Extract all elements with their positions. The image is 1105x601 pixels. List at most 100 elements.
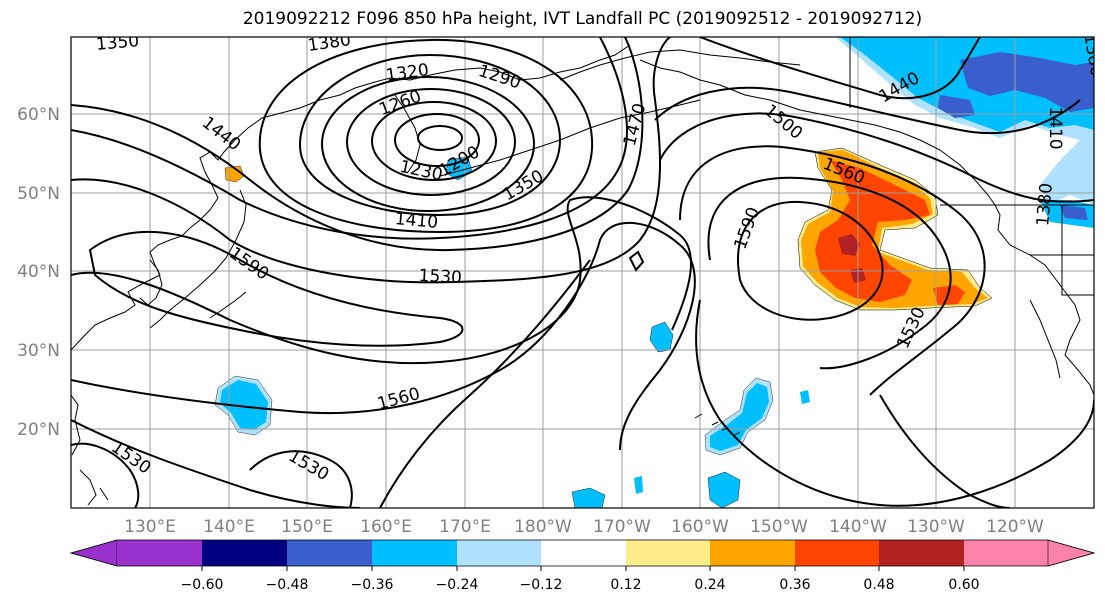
ivt-positive-darkred [838, 234, 860, 256]
colorbar-ticks [201, 566, 965, 571]
contour-label: 1350 [95, 31, 140, 55]
contour-east-1500 [659, 112, 1094, 203]
coastline-alaska-north [559, 49, 801, 81]
border-us-canada [849, 37, 1094, 296]
lon-label: 180°W [514, 517, 572, 537]
contour-1260 [371, 101, 497, 181]
coastline-asia-east [71, 44, 631, 351]
contour-1470 [71, 37, 671, 284]
ivt-canada-negative-dark-2 [938, 95, 975, 118]
colorbar-segment-10-body [964, 540, 1048, 566]
lon-label: 140°E [203, 517, 255, 537]
colorbar-tick-label: −0.60 [181, 577, 224, 593]
contour-1230 [394, 113, 480, 167]
contour-east-1530 [679, 145, 986, 396]
contour-1560 [71, 221, 696, 451]
colorbar-tick-label: 0.60 [948, 577, 979, 593]
colorbar-outline [69, 539, 1096, 567]
colorbar-tick-label: 0.24 [694, 577, 725, 593]
lon-label: 120°W [986, 517, 1044, 537]
lon-label: 140°W [829, 517, 887, 537]
contour-label: 1380 [306, 30, 352, 56]
contour-1320 [321, 76, 535, 212]
colorbar-tick-label: −0.24 [436, 577, 479, 593]
coastline-hawaii [694, 413, 741, 437]
lat-label: 40°N [17, 262, 60, 282]
ivt-canada-negative-dark-3 [1060, 205, 1088, 220]
height-contours [71, 37, 1094, 508]
ivt-neg-patch-7 [800, 390, 810, 404]
longitude-labels: 130°E 140°E 150°E 160°E 170°E 180°W 170°… [124, 517, 1044, 537]
colorbar-segment-10 [1047, 539, 1096, 567]
ivt-neg-patch-8 [634, 476, 643, 494]
lon-label: 170°W [593, 517, 651, 537]
colorbar-tick-label: 0.48 [863, 577, 894, 593]
lon-label: 130°E [124, 517, 176, 537]
contour-east-1560-outer [695, 299, 1094, 507]
colorbar-tick-label: 0.12 [610, 577, 641, 593]
ivt-shading [214, 37, 1094, 508]
lon-label: 160°W [671, 517, 729, 537]
contour-east-1440 [699, 37, 981, 100]
ivt-positive-red-2 [933, 285, 965, 305]
colorbar-segment-3 [372, 540, 457, 566]
colorbar-tick-label: 0.36 [779, 577, 810, 593]
lon-label: 150°E [281, 517, 333, 537]
latitude-labels: 60°N 50°N 40°N 30°N 20°N [17, 105, 60, 440]
coastline-philippines [71, 394, 81, 456]
lon-label: 160°E [360, 517, 412, 537]
contour-1350 [298, 53, 562, 217]
contour-east-1560 [707, 176, 952, 370]
contour-1410 [71, 37, 628, 240]
contour-sw-1530-b [249, 450, 353, 508]
contour-east-1590 [737, 200, 884, 321]
ivt-canada-negative-dark [960, 52, 1094, 112]
colorbar-tick-label: −0.36 [351, 577, 394, 593]
contour-sw-1530 [71, 442, 140, 508]
contour-1380 [258, 38, 594, 234]
contour-label: 1530 [418, 266, 462, 288]
coastline-korea [139, 259, 163, 306]
contour-east-1470 [654, 86, 1081, 135]
contour-label: 1410 [1045, 106, 1065, 149]
lon-label: 150°W [750, 517, 808, 537]
contour-1290 [346, 88, 516, 196]
contour-label: 1380 [1033, 182, 1057, 227]
contour-east-1530-south [879, 394, 1011, 508]
lon-label: 170°E [439, 517, 491, 537]
ivt-neg-patch-3b [710, 383, 769, 451]
contour-1440 [71, 37, 644, 252]
lat-label: 30°N [17, 341, 60, 361]
lat-label: 50°N [17, 184, 60, 204]
ivt-positive-red [815, 160, 930, 302]
coastline-islands-south [79, 469, 109, 506]
contour-1500 [88, 230, 464, 347]
colorbar-segment-2 [287, 540, 372, 566]
colorbar-segment-9 [879, 540, 964, 566]
contour-1200 [417, 125, 463, 151]
coastline-alaska [639, 59, 1094, 396]
colorbar-segment-0 [69, 539, 118, 567]
contour-1530 [71, 196, 692, 365]
contour-closed-small [628, 250, 645, 272]
map-title: 2019092212 F096 850 hPa height, IVT Land… [242, 9, 923, 29]
contour-label: 1410 [394, 209, 439, 233]
colorbar-tick-label: −0.12 [520, 577, 563, 593]
colorbar-segment-6 [626, 540, 710, 566]
contour-1590-a [71, 419, 361, 508]
lon-label: 130°W [907, 517, 965, 537]
colorbar-segment-4 [457, 540, 541, 566]
map-frame [70, 36, 1095, 509]
colorbar-segment-7 [710, 540, 795, 566]
ivt-japan-positive [224, 165, 245, 183]
colorbar-tick-label: −0.48 [266, 577, 309, 593]
lat-label: 60°N [17, 105, 60, 125]
coastlines [71, 37, 1094, 506]
contour-1590-b [379, 259, 591, 508]
ivt-neg-patch-4 [707, 471, 741, 508]
ivt-neg-patch-1b [220, 380, 268, 430]
colorbar-segment-1 [202, 540, 287, 566]
coastline-baja [1029, 299, 1061, 379]
colorbar-segment-0-body [117, 540, 202, 566]
